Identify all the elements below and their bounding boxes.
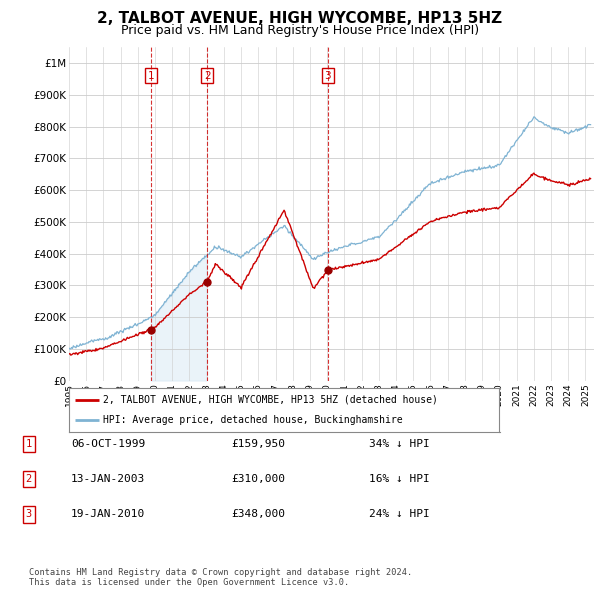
Text: 24% ↓ HPI: 24% ↓ HPI	[369, 510, 430, 519]
Text: Contains HM Land Registry data © Crown copyright and database right 2024.
This d: Contains HM Land Registry data © Crown c…	[29, 568, 412, 587]
Text: 3: 3	[26, 510, 32, 519]
Text: £348,000: £348,000	[231, 510, 285, 519]
Text: 19-JAN-2010: 19-JAN-2010	[71, 510, 145, 519]
Text: HPI: Average price, detached house, Buckinghamshire: HPI: Average price, detached house, Buck…	[103, 415, 403, 425]
Text: 2: 2	[204, 71, 211, 80]
Text: 16% ↓ HPI: 16% ↓ HPI	[369, 474, 430, 484]
Text: 06-OCT-1999: 06-OCT-1999	[71, 439, 145, 448]
Text: 2, TALBOT AVENUE, HIGH WYCOMBE, HP13 5HZ: 2, TALBOT AVENUE, HIGH WYCOMBE, HP13 5HZ	[97, 11, 503, 25]
Text: £310,000: £310,000	[231, 474, 285, 484]
Text: 13-JAN-2003: 13-JAN-2003	[71, 474, 145, 484]
Text: 1: 1	[148, 71, 154, 80]
Text: 3: 3	[325, 71, 331, 80]
Text: 1: 1	[26, 439, 32, 448]
Text: 2, TALBOT AVENUE, HIGH WYCOMBE, HP13 5HZ (detached house): 2, TALBOT AVENUE, HIGH WYCOMBE, HP13 5HZ…	[103, 395, 439, 405]
Text: 2: 2	[26, 474, 32, 484]
Text: Price paid vs. HM Land Registry's House Price Index (HPI): Price paid vs. HM Land Registry's House …	[121, 24, 479, 37]
Text: 34% ↓ HPI: 34% ↓ HPI	[369, 439, 430, 448]
Text: £159,950: £159,950	[231, 439, 285, 448]
